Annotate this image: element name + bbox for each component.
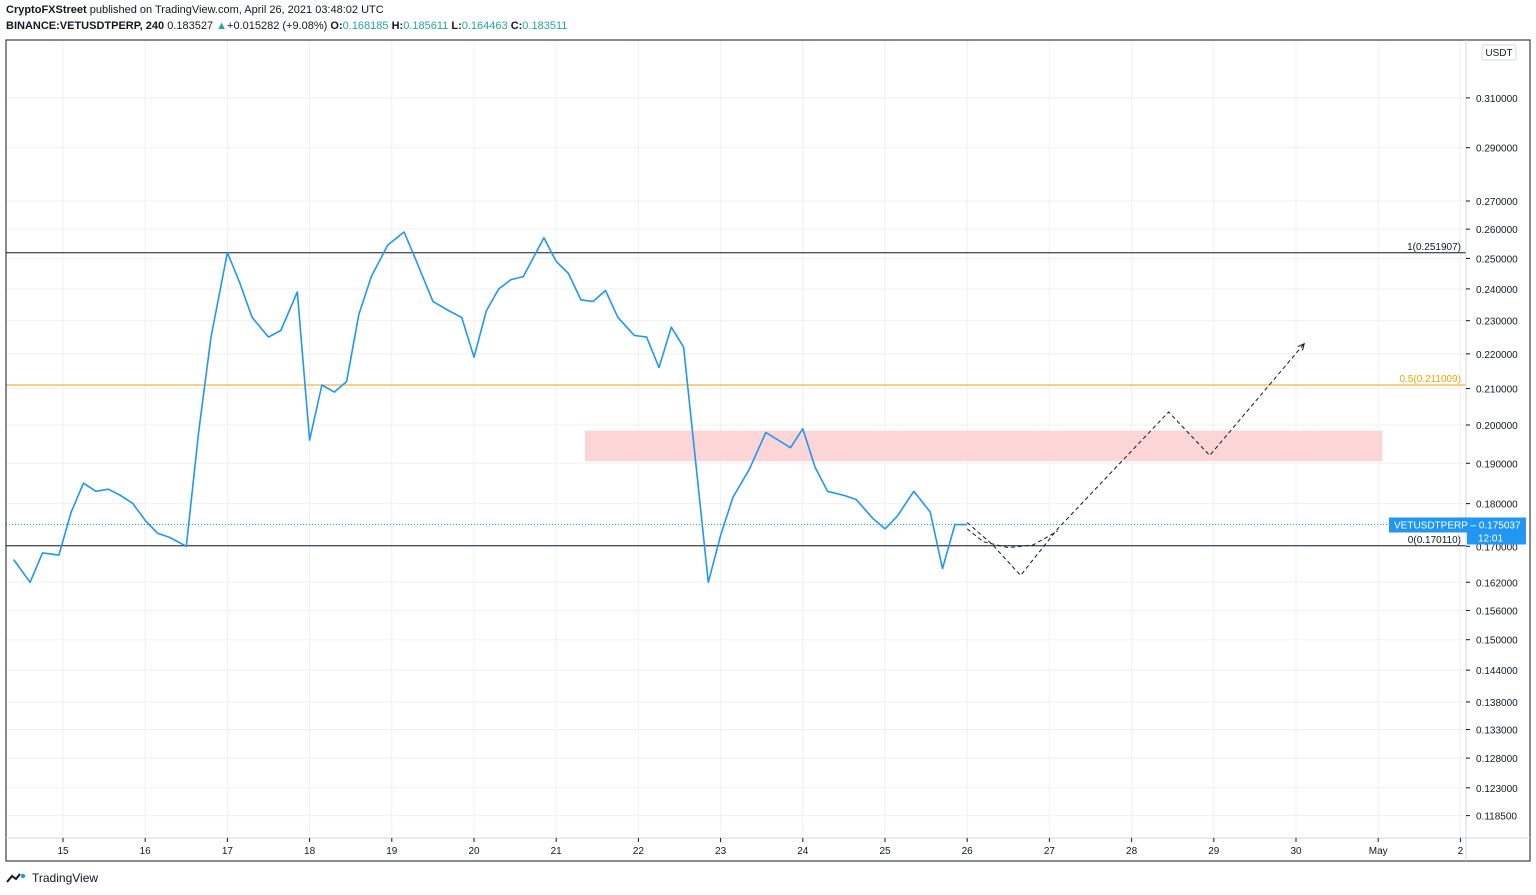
time-axis-label: 27	[1044, 846, 1056, 857]
price-axis-label: 0.162000	[1476, 578, 1518, 589]
price-change: +0.015282 (+9.08%)	[227, 20, 328, 32]
price-line	[13, 231, 968, 584]
price-axis-label: 0.150000	[1476, 636, 1518, 647]
price-axis-label: 0.123000	[1476, 784, 1518, 795]
resistance-zone	[584, 430, 1383, 462]
time-axis-label: 15	[57, 846, 69, 857]
footer-brand-text[interactable]: TradingView	[32, 871, 99, 885]
publisher-name[interactable]: CryptoFXStreet	[6, 4, 87, 16]
projection-path	[966, 342, 1305, 577]
time-axis-label: May	[1369, 846, 1388, 857]
time-axis-label: 19	[386, 846, 398, 857]
price-axis-label: 0.240000	[1476, 285, 1518, 296]
high-value: 0.185611	[403, 20, 449, 32]
price-axis-label: 0.220000	[1476, 350, 1518, 361]
price-axis-label: 0.210000	[1476, 385, 1518, 396]
symbol-label: BINANCE:VETUSDTPERP, 240	[6, 20, 165, 32]
close-value: 0.183511	[522, 20, 568, 32]
price-axis-label: 0.156000	[1476, 606, 1518, 617]
price-axis[interactable]: 0.310000 0.290000 0.270000 0.260000 0.250000…	[1466, 44, 1518, 823]
time-axis-label: 26	[962, 846, 974, 857]
time-axis-label: 20	[468, 846, 480, 857]
projection-zigzag	[966, 343, 1305, 577]
price-axis-label: 0.290000	[1476, 144, 1518, 155]
symbol-ohlc-bar: BINANCE:VETUSDTPERP, 240 0.183527 ▲+0.01…	[6, 20, 567, 32]
price-axis-label: 0.200000	[1476, 421, 1518, 432]
time-axis-label: 23	[715, 846, 727, 857]
last-price: 0.183527	[167, 20, 214, 32]
chart-frame	[5, 39, 1531, 862]
time-axis-label: 28	[1126, 846, 1138, 857]
price-axis-label: 0.133000	[1476, 725, 1518, 736]
price-axis-label: 0.180000	[1476, 500, 1518, 511]
price-axis-label: 0.310000	[1476, 94, 1518, 105]
projection-curve	[966, 528, 1058, 549]
time-axis-label: 17	[222, 846, 234, 857]
chart-border	[5, 39, 1531, 862]
open-label: O:	[330, 20, 343, 32]
price-badges: VETUSDTPERP – 0.175037 12:01	[1389, 517, 1526, 545]
low-label: L:	[451, 20, 462, 32]
fibonacci-levels: 1(0.251907) 0.5(0.211009) 0(0.170110)	[6, 242, 1466, 547]
change-up-icon: ▲	[216, 20, 228, 32]
fib-level-label: 0.5(0.211009)	[1399, 374, 1461, 385]
time-axis-label: 16	[140, 846, 152, 857]
price-axis-label: 0.128000	[1476, 754, 1518, 765]
price-axis-label: 0.270000	[1476, 197, 1518, 208]
price-axis-label: 0.170000	[1476, 542, 1518, 553]
price-axis-label: 0.250000	[1476, 254, 1518, 265]
countdown-badge	[1467, 531, 1526, 545]
high-label: H:	[391, 20, 404, 32]
close-label: C:	[510, 20, 523, 32]
time-axis-label: 24	[797, 846, 809, 857]
fib-level-label: 0(0.170110)	[1408, 535, 1461, 546]
current-price-badge	[1389, 517, 1526, 533]
fib-level-label: 1(0.251907)	[1407, 242, 1461, 253]
published-text: published on TradingView.com, April 26, …	[89, 4, 384, 16]
countdown-label: 12:01	[1478, 533, 1503, 544]
resistance-zone-layer	[584, 430, 1383, 462]
price-series	[13, 231, 968, 584]
tradingview-logo-icon	[6, 873, 26, 883]
time-axis-label: 30	[1290, 846, 1302, 857]
currency-badge	[1481, 44, 1517, 61]
time-axis-label: 22	[633, 846, 645, 857]
price-axis-label: 0.144000	[1476, 666, 1518, 677]
time-axis-label: 21	[551, 846, 563, 857]
time-axis-label: 25	[879, 846, 891, 857]
price-axis-label: 0.260000	[1476, 225, 1518, 236]
projection-arrow-head	[1297, 342, 1305, 351]
price-axis-label: 0.138000	[1476, 698, 1518, 709]
time-axis-label: 29	[1208, 846, 1220, 857]
price-axis-label: 0.230000	[1476, 317, 1518, 328]
low-value: 0.164463	[461, 20, 508, 32]
current-symbol-label: VETUSDTPERP – 0.175037	[1394, 520, 1521, 531]
time-axis-label: 18	[304, 846, 316, 857]
footer-branding: TradingView	[6, 871, 98, 885]
publish-info: CryptoFXStreet published on TradingView.…	[6, 4, 384, 16]
open-value: 0.168185	[342, 20, 389, 32]
price-axis-label: 0.190000	[1476, 459, 1518, 470]
currency-badge-label: USDT	[1485, 48, 1512, 59]
time-axis-label: 2	[1458, 846, 1464, 857]
price-axis-label: 0.118500	[1476, 812, 1517, 823]
time-axis[interactable]: 15 16 17 18 19 20 21 22 23 24 25 26 27 28 29 30 May 2	[57, 838, 1464, 857]
